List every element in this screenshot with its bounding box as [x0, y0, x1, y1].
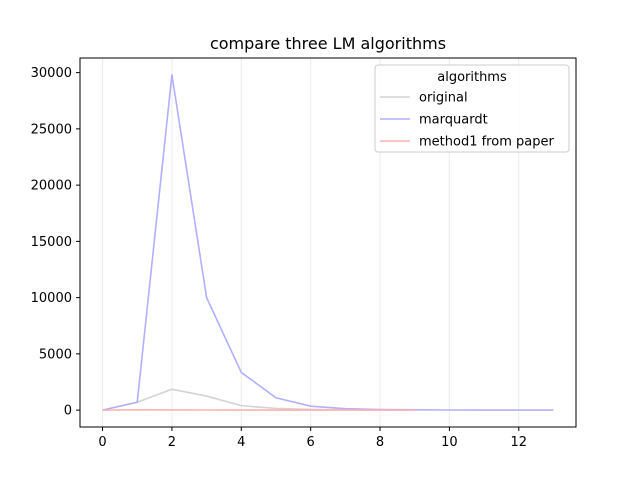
- legend-entry-label: method1 from paper: [419, 135, 554, 150]
- series-line-marquardt: [102, 74, 554, 411]
- legend-entry-label: marquardt: [419, 113, 488, 128]
- x-tick-label: 0: [98, 435, 106, 450]
- x-tick-label: 12: [510, 435, 527, 450]
- x-tick-label: 8: [376, 435, 384, 450]
- x-tick-label: 10: [441, 435, 458, 450]
- y-tick-label: 10000: [31, 291, 72, 306]
- x-tick-label: 2: [168, 435, 176, 450]
- y-tick-label: 30000: [31, 66, 72, 81]
- series-lines: [102, 74, 554, 411]
- legend-title: algorithms: [437, 70, 507, 85]
- y-tick-label: 5000: [39, 347, 72, 362]
- legend: algorithms original marquardt method1 from…: [374, 64, 570, 153]
- x-tick-label: 6: [307, 435, 315, 450]
- y-axis-ticks: 0 5000 10000 15000 20000 25000 30000: [31, 66, 80, 419]
- legend-box: [374, 64, 570, 153]
- legend-entry-label: original: [419, 91, 468, 106]
- series-line-original: [102, 388, 415, 411]
- y-tick-label: 25000: [31, 122, 72, 137]
- y-tick-label: 15000: [31, 235, 72, 250]
- chart-title: compare three LM algorithms: [210, 34, 446, 53]
- plot-frame: [79, 57, 577, 428]
- y-tick-label: 20000: [31, 179, 72, 194]
- x-tick-label: 4: [237, 435, 245, 450]
- x-axis-ticks: 0 2 4 6 8 10 12: [98, 427, 527, 450]
- y-tick-label: 0: [64, 404, 72, 419]
